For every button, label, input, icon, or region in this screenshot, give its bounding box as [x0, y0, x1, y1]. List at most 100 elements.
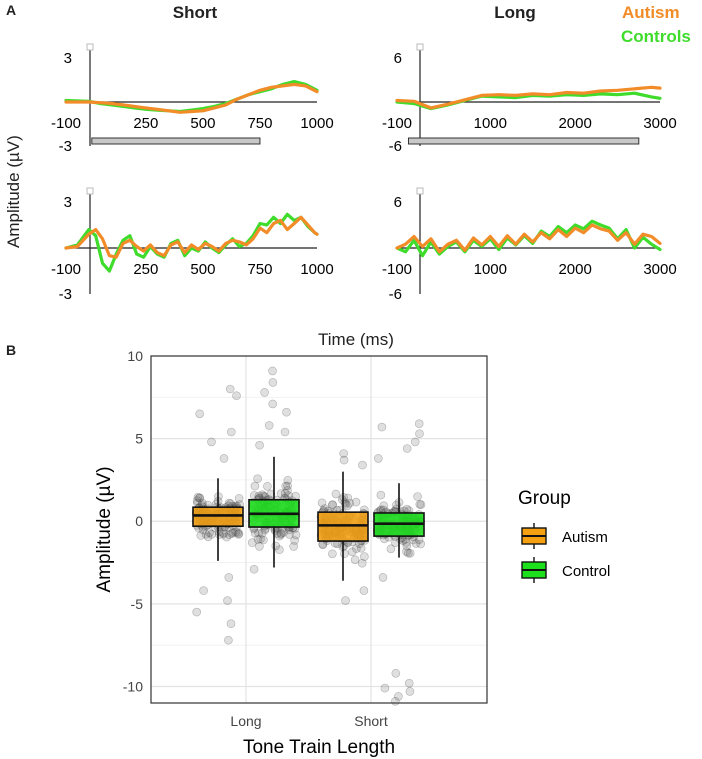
data-point — [214, 527, 224, 537]
data-point — [193, 492, 203, 502]
data-point — [373, 454, 383, 463]
data-point — [377, 422, 387, 432]
axis-handle-icon — [416, 187, 424, 195]
data-point — [224, 573, 234, 582]
data-point — [291, 530, 301, 540]
y-tick-label: -3 — [59, 138, 72, 155]
data-point — [283, 475, 293, 485]
data-point — [380, 683, 390, 693]
data-point — [264, 421, 274, 430]
data-point — [254, 528, 263, 538]
data-point — [317, 498, 327, 508]
y-tick-label: 10 — [127, 348, 143, 364]
data-point — [410, 437, 420, 447]
data-point — [228, 528, 238, 537]
data-point — [234, 494, 244, 503]
data-point — [290, 536, 299, 545]
data-point — [219, 454, 229, 463]
data-point — [268, 399, 278, 409]
data-point — [328, 549, 337, 559]
data-point — [260, 388, 269, 397]
axis-handle-icon — [86, 43, 94, 51]
data-point — [205, 528, 214, 538]
data-point — [404, 678, 414, 688]
data-point — [280, 488, 290, 498]
data-point — [257, 528, 267, 538]
data-point — [223, 596, 232, 605]
x-tick-label: 1000 — [300, 261, 333, 278]
y-tick-label: -5 — [131, 596, 144, 612]
col-title-short: Short — [172, 3, 218, 22]
data-point — [281, 481, 291, 491]
y-tick-label: 5 — [135, 431, 143, 447]
axis-handle-icon — [86, 187, 94, 195]
data-point — [352, 544, 361, 553]
data-point — [339, 541, 349, 551]
data-point — [203, 532, 213, 542]
data-point — [255, 542, 264, 551]
data-point — [415, 429, 424, 439]
y-tick-label: 0 — [135, 513, 143, 529]
data-point — [276, 530, 286, 539]
stimulus-bar — [407, 137, 640, 145]
x-tick-label: 1000 — [474, 261, 507, 278]
legend-item-control: Control — [521, 557, 610, 583]
data-point — [356, 543, 366, 553]
x-tick-label: -100 — [382, 115, 412, 132]
x-tick-label: 2000 — [558, 115, 591, 132]
box-control-short — [373, 483, 425, 558]
data-point — [402, 444, 412, 453]
data-point — [339, 455, 349, 465]
data-point — [341, 596, 350, 605]
data-point — [285, 530, 294, 539]
data-point — [357, 558, 367, 568]
legend-label: Autism — [562, 529, 608, 546]
data-point — [360, 552, 369, 561]
data-point — [401, 538, 411, 547]
line-plot-3: 3 -3 -100 250 500 750 1000 — [51, 187, 334, 303]
panel-b: -10 -5 0 5 10 Long Short Tone Train Length Ampli… — [94, 348, 610, 758]
data-point — [268, 366, 277, 376]
y-axis-title: Amplitude (µV) — [94, 466, 115, 592]
x-tick-label: 500 — [190, 261, 215, 278]
panel-a-xlabel: Time (ms) — [318, 330, 394, 349]
legend-title: Group — [518, 488, 571, 509]
data-point — [413, 492, 422, 501]
data-point — [394, 692, 403, 701]
data-point — [390, 696, 400, 706]
x-tick-label: 500 — [190, 115, 215, 132]
data-point — [405, 548, 415, 558]
line-plot-1: 3 -3 -100 250 500 750 1000 — [51, 43, 334, 155]
data-point — [224, 635, 233, 645]
box-autism-short — [317, 471, 369, 581]
y-tick-label: 6 — [394, 50, 402, 67]
series-line-autism — [395, 223, 662, 254]
data-point — [416, 500, 426, 510]
series-line-autism — [395, 85, 662, 110]
data-point — [207, 529, 216, 539]
data-point — [219, 529, 228, 539]
data-point — [253, 474, 262, 484]
data-point — [411, 539, 421, 548]
series-line-autism — [64, 215, 319, 259]
data-point — [345, 498, 355, 508]
panel-a: 3 -3 -100 250 500 750 1000 6 -6 -100 1000 2000 3000 3… — [51, 43, 677, 303]
data-point — [347, 547, 357, 557]
y-tick-label: -3 — [59, 286, 72, 303]
box-autism-long — [192, 478, 244, 561]
data-point — [391, 668, 401, 678]
data-point — [201, 529, 211, 539]
data-point — [328, 500, 337, 509]
data-point — [227, 427, 236, 437]
data-point — [378, 573, 388, 582]
panel-a-letter: A — [6, 2, 17, 18]
x-tick-label: 750 — [247, 261, 272, 278]
y-tick-label: 3 — [64, 50, 72, 67]
data-point — [250, 528, 260, 538]
data-point — [416, 539, 426, 549]
data-point — [225, 530, 234, 539]
data-point — [331, 489, 341, 499]
x-tick-label: -100 — [382, 261, 412, 278]
data-point — [358, 460, 367, 470]
data-point — [379, 501, 389, 511]
